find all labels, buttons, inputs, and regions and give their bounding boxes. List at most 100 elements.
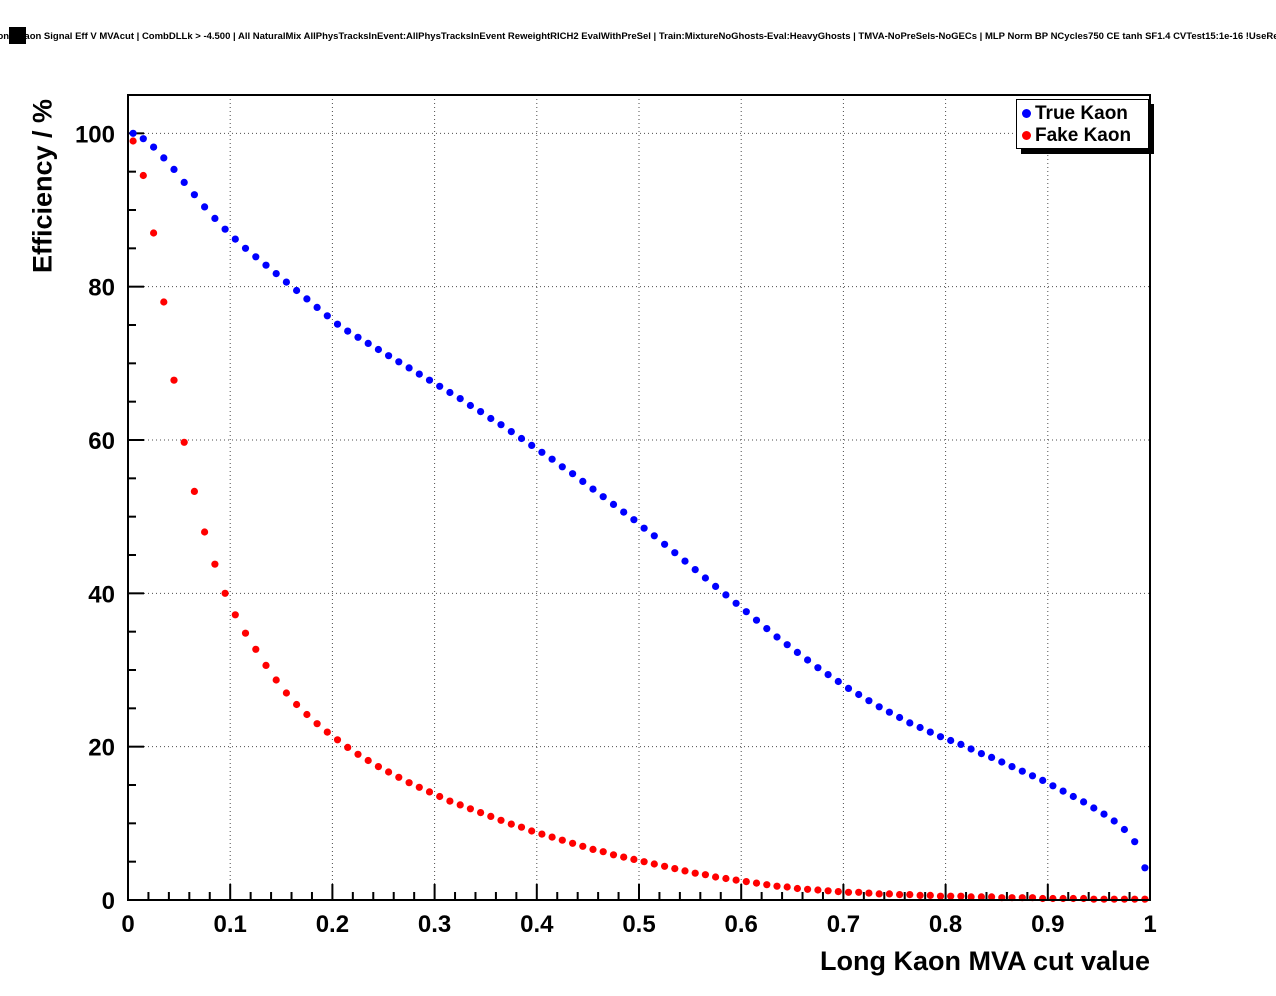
data-point [446, 388, 454, 397]
data-point [558, 836, 566, 844]
legend: True Kaon Fake Kaon [1016, 99, 1149, 149]
data-point [681, 867, 689, 875]
data-point [221, 589, 229, 597]
data-point [1069, 894, 1077, 903]
svg-text:0.3: 0.3 [418, 911, 451, 938]
y-tick-labels: 0 20 40 60 80 100 [75, 121, 115, 915]
data-point [425, 376, 434, 384]
data-point [742, 608, 750, 616]
data-point [926, 728, 934, 736]
data-point [875, 890, 883, 898]
data-point [661, 540, 669, 548]
data-point [211, 560, 219, 568]
legend-entry-fake-kaon: Fake Kaon [1017, 124, 1148, 146]
svg-text:100: 100 [75, 121, 115, 148]
data-point [211, 214, 219, 222]
data-point [763, 881, 771, 889]
svg-text:0.8: 0.8 [929, 911, 962, 938]
data-point [834, 888, 842, 896]
data-point [487, 812, 495, 821]
data-point [875, 703, 883, 711]
data-point [671, 549, 679, 557]
data-point [926, 891, 934, 900]
data-point [896, 713, 904, 722]
svg-text:80: 80 [88, 275, 115, 302]
data-point [344, 743, 352, 752]
data-point [1059, 894, 1067, 903]
data-point [722, 874, 730, 883]
data-point [793, 884, 802, 893]
svg-text:0.5: 0.5 [622, 911, 655, 938]
data-point [712, 582, 720, 591]
data-point [906, 719, 914, 727]
data-point [293, 700, 301, 709]
data-point [303, 295, 311, 303]
data-point [538, 448, 546, 456]
data-point [752, 616, 761, 624]
grid-lines [128, 95, 1150, 900]
data-point [313, 720, 321, 728]
data-point [804, 656, 812, 664]
data-point [691, 869, 699, 877]
data-point [241, 244, 250, 252]
canvas-corner-marker [9, 27, 26, 44]
data-point [977, 893, 986, 901]
data-point [507, 820, 515, 828]
data-point [967, 893, 975, 901]
data-point [773, 882, 781, 890]
data-point [456, 395, 464, 403]
x-tick-labels: 0 0.1 0.2 0.3 0.4 0.5 0.6 0.7 0.8 0.9 1 [121, 911, 1156, 938]
data-point [701, 871, 710, 879]
data-point [599, 848, 607, 856]
data-point [855, 888, 863, 896]
data-point [466, 401, 474, 410]
data-point [742, 878, 750, 886]
data-point [150, 143, 158, 151]
data-point [783, 883, 791, 891]
data-point [272, 270, 280, 278]
data-point [528, 827, 536, 835]
data-point [988, 753, 996, 762]
data-point [834, 677, 842, 686]
data-point [1131, 838, 1139, 846]
data-point [671, 865, 679, 873]
data-point [282, 278, 290, 286]
data-point [630, 855, 638, 864]
data-point [415, 370, 423, 378]
data-point [344, 327, 352, 335]
data-point [262, 661, 270, 670]
data-point [1141, 864, 1149, 872]
data-point [190, 191, 198, 199]
data-point [763, 625, 771, 633]
data-point [364, 339, 372, 347]
data-point [589, 485, 597, 493]
data-point [139, 171, 147, 180]
data-point [170, 165, 178, 173]
data-point [395, 773, 403, 781]
legend-label-fake-kaon: Fake Kaon [1035, 124, 1132, 146]
data-point [844, 684, 853, 693]
data-point [313, 303, 321, 311]
data-point [906, 891, 914, 899]
data-point [354, 750, 362, 758]
data-point [129, 129, 137, 137]
data-point [477, 809, 485, 817]
data-point [691, 566, 699, 574]
data-point [1120, 825, 1128, 834]
data-point [967, 745, 975, 753]
data-point [456, 801, 464, 809]
data-point [1049, 894, 1057, 903]
data-point [548, 833, 556, 841]
data-point [855, 690, 863, 699]
data-point [497, 421, 505, 429]
data-point [1039, 894, 1047, 903]
data-point [681, 557, 689, 565]
data-point [824, 887, 832, 895]
data-point [282, 689, 290, 697]
series-true-kaon [129, 129, 1149, 872]
data-point [405, 364, 413, 372]
true-kaon-marker-icon [1022, 108, 1031, 118]
data-point [558, 463, 566, 471]
data-point [538, 830, 546, 838]
data-point [589, 845, 597, 854]
